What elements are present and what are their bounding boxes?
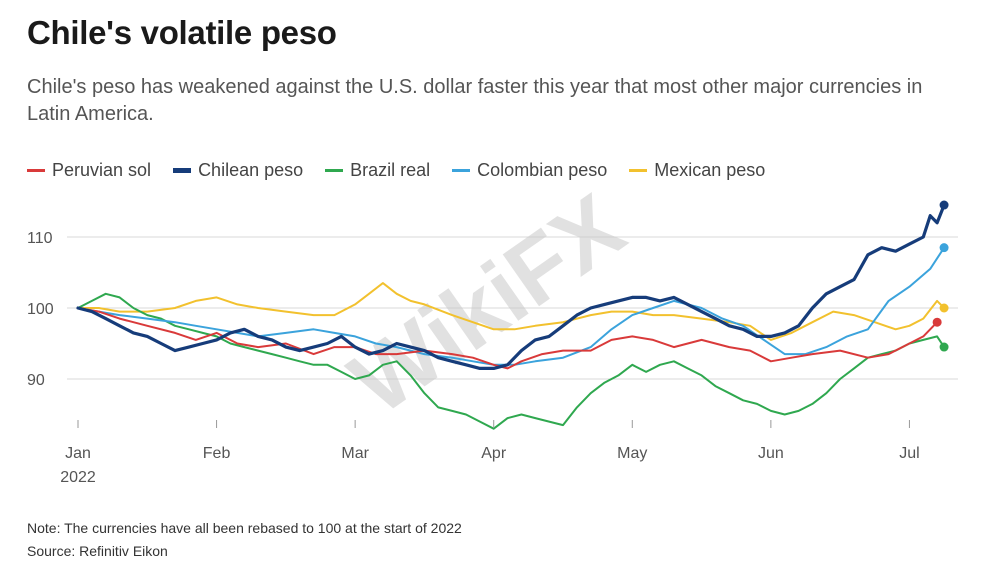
series-line-brazil-real	[77, 292, 946, 430]
series-line-chilean-peso	[76, 203, 946, 370]
legend-swatch-brazil-real	[325, 169, 344, 172]
y-axis: 90 100 110	[27, 230, 54, 389]
series-endpoint-mexican-peso	[939, 303, 949, 313]
legend-swatch-chilean-peso	[173, 168, 192, 173]
legend-item-peruvian-sol: Peruvian sol	[27, 160, 151, 181]
legend-swatch-peruvian-sol	[27, 169, 45, 172]
legend-label-brazil-real: Brazil real	[350, 160, 431, 180]
chart-subtitle: Chile's peso has weakened against the U.…	[27, 76, 923, 125]
chart-note: Note: The currencies have all been rebas…	[27, 520, 462, 536]
x-tick-label-jun: Jun	[758, 445, 784, 462]
series-endpoint-peruvian-sol	[932, 317, 942, 327]
y-tick-label-90: 90	[27, 372, 45, 389]
watermark: WikiFX	[333, 175, 642, 434]
series-line-mexican-peso	[77, 282, 946, 341]
x-tick-label-feb: Feb	[203, 445, 231, 462]
series-endpoint-chilean-peso	[939, 200, 949, 210]
legend-label-colombian-peso: Colombian peso	[477, 160, 608, 180]
legend-label-mexican-peso: Mexican peso	[654, 160, 766, 180]
legend-swatch-colombian-peso	[452, 169, 471, 172]
x-tick-label-apr: Apr	[481, 445, 507, 462]
series-endpoints	[932, 200, 949, 352]
y-tick-label-110: 110	[27, 230, 53, 247]
legend-swatch-mexican-peso	[629, 169, 648, 172]
chart-legend: Peruvian sol Chilean peso Brazil real Co…	[27, 160, 787, 181]
legend-item-brazil-real: Brazil real	[325, 160, 430, 181]
x-tick-label-mar: Mar	[341, 445, 369, 462]
chart-source: Source: Refinitiv Eikon	[27, 543, 168, 559]
legend-label-peruvian-sol: Peruvian sol	[52, 160, 152, 180]
series-line-colombian-peso	[77, 246, 946, 366]
legend-item-mexican-peso: Mexican peso	[629, 160, 765, 181]
series-line-peruvian-sol	[77, 307, 939, 370]
x-tick-label-jul: Jul	[899, 445, 919, 462]
y-tick-label-100: 100	[27, 301, 54, 318]
legend-item-chilean-peso: Chilean peso	[173, 160, 303, 181]
x-tick-sublabel-2022: 2022	[60, 469, 96, 486]
x-tick-label-jan: Jan	[65, 445, 91, 462]
series-endpoint-brazil-real	[939, 342, 949, 352]
series-endpoint-colombian-peso	[939, 243, 949, 253]
x-tick-label-may: May	[617, 445, 647, 462]
chart-title: Chile's volatile peso	[27, 14, 337, 51]
legend-label-chilean-peso: Chilean peso	[198, 160, 304, 180]
watermark-text: WikiFX	[333, 175, 642, 434]
legend-item-colombian-peso: Colombian peso	[452, 160, 607, 181]
chart-grid	[67, 236, 958, 380]
chart-series	[76, 203, 946, 430]
x-axis: Jan 2022 Feb Mar Apr May Jun Jul	[60, 420, 920, 486]
